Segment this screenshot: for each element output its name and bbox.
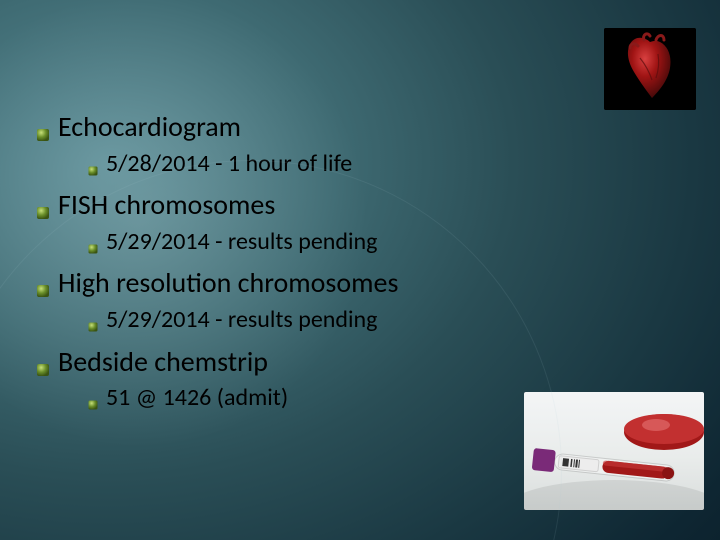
list-item: Echocardiogram [36, 108, 676, 146]
list-item-label: Echocardiogram [58, 108, 241, 146]
list-item-label: 51 @ 1426 (admit) [106, 382, 288, 414]
bullet-icon [88, 400, 98, 410]
list-item: 5/28/2014 - 1 hour of life [88, 148, 676, 180]
heart-icon [604, 28, 696, 110]
list-item: Bedside chemstrip [36, 343, 676, 381]
bullet-icon [36, 128, 50, 142]
list-item-label: 5/28/2014 - 1 hour of life [106, 148, 352, 180]
bullet-icon [88, 244, 98, 254]
list-item-label: High resolution chromosomes [58, 264, 398, 302]
list-item: 5/29/2014 - results pending [88, 304, 676, 336]
bullet-icon [88, 322, 98, 332]
list-item-label: 5/29/2014 - results pending [106, 226, 377, 258]
blood-tube-icon [524, 392, 704, 510]
bullet-icon [36, 206, 50, 220]
slide-content: Echocardiogram 5/28/2014 - 1 hour of lif… [36, 108, 676, 415]
list-item: High resolution chromosomes [36, 264, 676, 302]
list-item-label: FISH chromosomes [58, 186, 275, 224]
list-item: 5/29/2014 - results pending [88, 226, 676, 258]
bullet-icon [36, 284, 50, 298]
list-item-label: 5/29/2014 - results pending [106, 304, 377, 336]
bullet-icon [88, 166, 98, 176]
heart-image [604, 28, 696, 110]
blood-tube-image [524, 392, 704, 510]
list-item-label: Bedside chemstrip [58, 343, 268, 381]
list-item: FISH chromosomes [36, 186, 676, 224]
bullet-icon [36, 363, 50, 377]
